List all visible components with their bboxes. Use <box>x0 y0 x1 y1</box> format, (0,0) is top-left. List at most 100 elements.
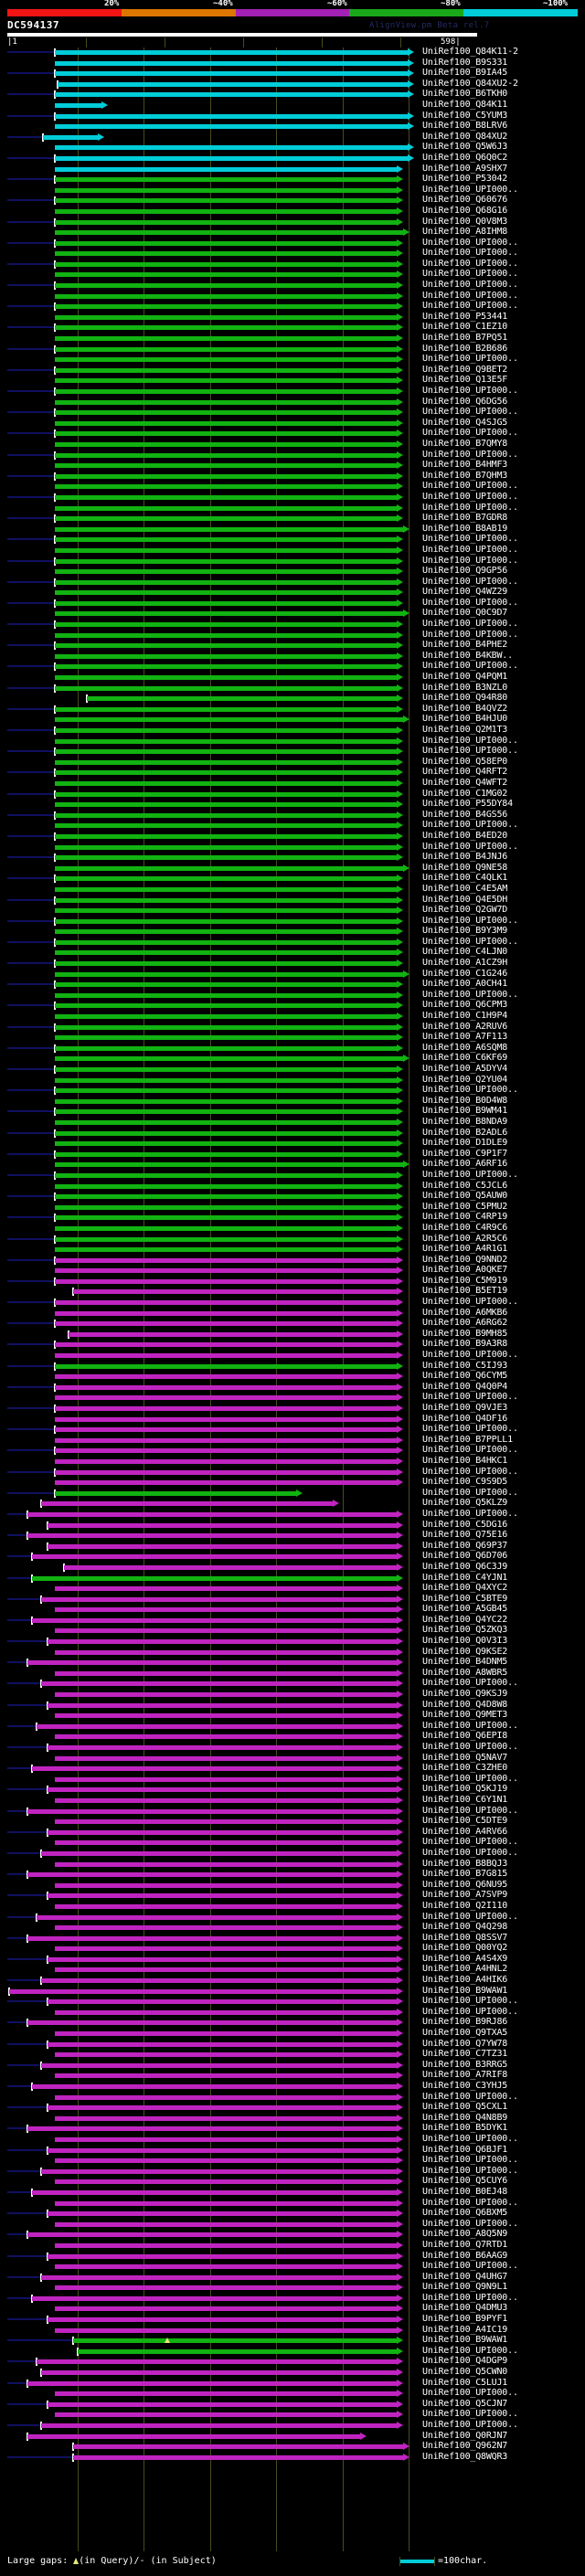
hit-label[interactable]: UniRef100_Q0V8M3 <box>422 216 508 227</box>
hsp-bar[interactable] <box>55 1628 397 1634</box>
hit-label[interactable]: UniRef100_B9IA45 <box>422 68 508 79</box>
hit-label[interactable]: UniRef100_Q4WZ29 <box>422 587 508 598</box>
hsp-bar[interactable] <box>55 2221 397 2227</box>
hsp-bar[interactable] <box>55 325 397 331</box>
table-row[interactable]: UniRef100_B2ADL6 <box>0 1128 585 1140</box>
hsp-bar[interactable] <box>55 1035 397 1041</box>
table-row[interactable]: UniRef100_B7GDR8 <box>0 513 585 525</box>
table-row[interactable]: UniRef100_UPI000.. <box>0 450 585 461</box>
hit-label[interactable]: UniRef100_B9WAW1 <box>422 2335 508 2346</box>
hsp-bar[interactable] <box>41 2062 397 2068</box>
hsp-bar[interactable] <box>58 81 408 87</box>
hsp-bar[interactable] <box>55 50 408 55</box>
table-row[interactable]: UniRef100_B8BQJ3 <box>0 1859 585 1871</box>
hit-label[interactable]: UniRef100_B9WAW1 <box>422 1985 508 1996</box>
hit-label[interactable]: UniRef100_UPI000.. <box>422 2155 518 2166</box>
table-row[interactable]: UniRef100_UPI000.. <box>0 534 585 546</box>
hsp-bar[interactable] <box>55 102 101 108</box>
hit-label[interactable]: UniRef100_C6Y1N1 <box>422 1794 508 1805</box>
hsp-bar[interactable] <box>55 1903 397 1909</box>
hit-label[interactable]: UniRef100_C1EZ10 <box>422 322 508 333</box>
hit-label[interactable]: UniRef100_A2RUV6 <box>422 1021 508 1032</box>
table-row[interactable]: UniRef100_UPI000.. <box>0 630 585 641</box>
hit-label[interactable]: UniRef100_A4S4X9 <box>422 1953 508 1964</box>
table-row[interactable]: UniRef100_Q9BET2 <box>0 365 585 376</box>
hit-label[interactable]: UniRef100_C1H9P4 <box>422 1011 508 1022</box>
hsp-bar[interactable] <box>55 1056 403 1062</box>
hsp-bar[interactable] <box>55 961 397 967</box>
table-row[interactable]: UniRef100_Q6NU95 <box>0 1880 585 1892</box>
hit-label[interactable]: UniRef100_Q4E5DH <box>422 894 508 905</box>
table-row[interactable]: UniRef100_Q75E16 <box>0 1530 585 1542</box>
hsp-bar[interactable] <box>55 1586 397 1592</box>
hit-label[interactable]: UniRef100_UPI000.. <box>422 1773 518 1784</box>
hit-label[interactable]: UniRef100_UPI000.. <box>422 386 518 396</box>
hit-label[interactable]: UniRef100_C7TZ31 <box>422 2049 508 2060</box>
table-row[interactable]: UniRef100_Q68G16 <box>0 206 585 217</box>
hsp-bar[interactable] <box>55 1077 397 1083</box>
table-row[interactable]: UniRef100_B9A3R8 <box>0 1339 585 1351</box>
hit-label[interactable]: UniRef100_C5DG16 <box>422 1519 508 1530</box>
hit-label[interactable]: UniRef100_Q5KLZ9 <box>422 1498 508 1509</box>
hsp-bar[interactable] <box>48 2105 397 2111</box>
hsp-bar[interactable] <box>48 1522 397 1528</box>
hsp-bar[interactable] <box>55 166 397 172</box>
hsp-bar[interactable] <box>69 1331 397 1337</box>
hsp-bar[interactable] <box>27 1935 397 1941</box>
hit-label[interactable]: UniRef100_C6KF69 <box>422 1053 508 1064</box>
hit-label[interactable]: UniRef100_B7PPLL1 <box>422 1434 513 1445</box>
table-row[interactable]: UniRef100_A0QKE7 <box>0 1265 585 1277</box>
hit-label[interactable]: UniRef100_B4QVZ2 <box>422 703 508 714</box>
table-row[interactable]: UniRef100_UPI000.. <box>0 1392 585 1404</box>
hit-label[interactable]: UniRef100_A6MKB6 <box>422 1307 508 1318</box>
table-row[interactable]: UniRef100_UPI000.. <box>0 2261 585 2273</box>
hsp-bar[interactable] <box>55 1819 397 1825</box>
hsp-bar[interactable] <box>41 2370 397 2376</box>
table-row[interactable]: UniRef100_B5ET19 <box>0 1286 585 1298</box>
hsp-bar[interactable] <box>55 823 397 829</box>
table-row[interactable]: UniRef100_C7TZ31 <box>0 2049 585 2061</box>
hsp-bar[interactable] <box>55 685 397 691</box>
hsp-bar[interactable] <box>55 1692 397 1698</box>
hsp-bar[interactable] <box>48 1999 397 2005</box>
table-row[interactable]: UniRef100_B4QVZ2 <box>0 703 585 716</box>
hsp-bar[interactable] <box>27 1660 397 1666</box>
table-row[interactable]: UniRef100_B7PPLL1 <box>0 1434 585 1447</box>
hsp-bar[interactable] <box>55 251 397 257</box>
hit-label[interactable]: UniRef100_B3NZL0 <box>422 682 508 693</box>
table-row[interactable]: UniRef100_Q6DG56 <box>0 397 585 408</box>
table-row[interactable]: UniRef100_Q0RJN7 <box>0 2431 585 2443</box>
hit-label[interactable]: UniRef100_UPI000.. <box>422 2218 518 2229</box>
hit-label[interactable]: UniRef100_UPI000.. <box>422 2420 518 2430</box>
hsp-bar[interactable] <box>55 484 397 490</box>
hsp-bar[interactable] <box>55 1151 397 1157</box>
hsp-bar[interactable] <box>48 1543 397 1549</box>
hsp-bar[interactable] <box>73 2338 397 2344</box>
table-row[interactable]: UniRef100_B2B686 <box>0 344 585 355</box>
table-row[interactable]: UniRef100_Q2I110 <box>0 1901 585 1913</box>
hsp-bar[interactable] <box>55 1119 397 1125</box>
hsp-bar[interactable] <box>55 622 397 628</box>
table-row[interactable]: UniRef100_Q962N7 <box>0 2441 585 2453</box>
table-row[interactable]: UniRef100_P53042 <box>0 174 585 186</box>
table-row[interactable]: UniRef100_UPI000.. <box>0 1424 585 1436</box>
table-row[interactable]: UniRef100_C5LUJ1 <box>0 2378 585 2390</box>
table-row[interactable]: UniRef100_Q4XYC2 <box>0 1583 585 1595</box>
table-row[interactable]: UniRef100_B9IA45 <box>0 68 585 80</box>
hit-label[interactable]: UniRef100_C4E5AM <box>422 883 508 894</box>
hit-label[interactable]: UniRef100_A5DYV4 <box>422 1064 508 1074</box>
hsp-bar[interactable] <box>41 1978 397 1984</box>
table-row[interactable]: UniRef100_A4RV66 <box>0 1827 585 1839</box>
table-row[interactable]: UniRef100_UPI000.. <box>0 2409 585 2421</box>
hsp-bar[interactable] <box>55 2052 397 2058</box>
hsp-bar[interactable] <box>55 1607 397 1613</box>
hit-label[interactable]: UniRef100_A2R5C6 <box>422 1233 508 1244</box>
hit-label[interactable]: UniRef100_Q5AUW0 <box>422 1191 508 1202</box>
hsp-bar[interactable] <box>55 780 397 786</box>
hit-label[interactable]: UniRef100_Q84K11 <box>422 99 508 110</box>
hit-label[interactable]: UniRef100_Q6BXM5 <box>422 2208 508 2219</box>
hsp-bar[interactable] <box>32 2189 397 2195</box>
table-row[interactable]: UniRef100_A1CZ9H <box>0 958 585 970</box>
hsp-bar[interactable] <box>32 1575 397 1581</box>
hit-label[interactable]: UniRef100_C4LJN0 <box>422 947 508 958</box>
